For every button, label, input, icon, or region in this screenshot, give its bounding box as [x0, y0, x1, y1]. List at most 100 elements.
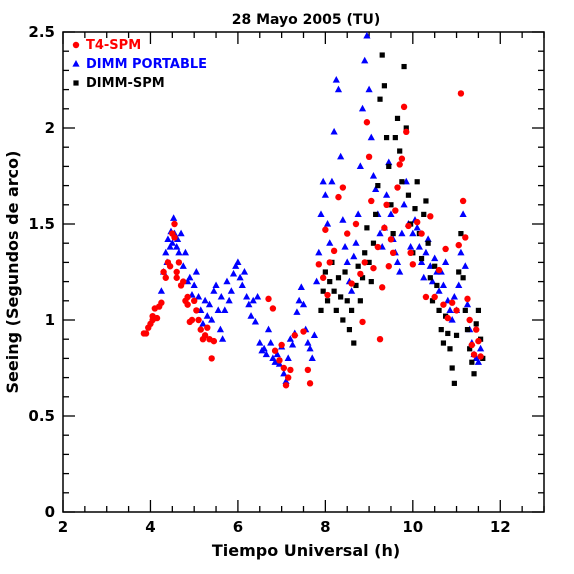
point-triangle	[341, 243, 349, 250]
point-circle	[188, 316, 196, 324]
point-square	[471, 371, 477, 377]
point-circle	[418, 230, 425, 237]
point-circle	[193, 307, 200, 314]
point-triangle	[179, 262, 187, 269]
y-tick-label: 0.5	[28, 407, 55, 425]
point-circle	[383, 201, 390, 208]
point-triangle	[450, 292, 458, 300]
point-circle	[442, 245, 449, 253]
point-triangle	[387, 210, 395, 217]
axis-tick-labels: 2 4 6 8 10 12 0 0.5 1 1.5 2 2.5	[28, 23, 510, 536]
point-circle	[265, 295, 272, 303]
point-circle	[304, 366, 312, 374]
legend-marker-circle	[72, 41, 80, 49]
point-triangle	[313, 277, 321, 285]
point-circle	[453, 307, 460, 314]
point-square	[394, 115, 401, 121]
point-square	[421, 211, 427, 217]
point-triangle	[243, 292, 251, 300]
point-circle	[394, 184, 401, 191]
point-circle	[459, 197, 467, 205]
point-triangle	[308, 354, 316, 361]
point-square	[414, 179, 420, 185]
point-triangle	[245, 300, 253, 308]
point-triangle	[339, 216, 347, 223]
point-triangle	[212, 281, 220, 289]
point-triangle	[304, 339, 312, 346]
point-square	[344, 298, 350, 304]
point-circle	[339, 184, 347, 191]
point-circle	[475, 337, 482, 345]
point-triangle	[365, 85, 373, 93]
point-square	[327, 279, 333, 285]
point-square	[425, 240, 431, 246]
point-circle	[171, 220, 178, 228]
point-square	[436, 307, 442, 313]
point-triangle	[323, 220, 332, 227]
point-square	[368, 279, 374, 285]
x-tick-label: 6	[233, 518, 243, 536]
point-circle	[201, 332, 209, 339]
point-triangle	[356, 162, 364, 169]
point-triangle	[315, 248, 323, 256]
point-triangle	[306, 344, 314, 352]
point-triangle	[219, 335, 227, 342]
point-circle	[405, 222, 412, 230]
point-triangle	[319, 177, 327, 185]
point-square	[401, 63, 407, 70]
point-triangle	[238, 281, 246, 289]
y-tick-label: 1.5	[28, 215, 55, 233]
point-circle	[473, 326, 480, 333]
point-triangle	[400, 200, 408, 208]
point-triangle	[262, 350, 270, 358]
point-triangle	[186, 273, 194, 281]
point-circle	[282, 382, 290, 389]
point-triangle	[358, 104, 367, 112]
point-square	[432, 263, 438, 269]
point-circle	[365, 153, 373, 160]
point-triangle	[463, 300, 472, 308]
point-circle	[431, 293, 438, 301]
point-circle	[287, 366, 294, 374]
point-square	[438, 327, 444, 333]
point-circle	[184, 293, 191, 301]
point-square	[331, 288, 337, 294]
point-triangle	[428, 277, 437, 285]
point-square	[324, 298, 331, 304]
x-axis-title: Tiempo Universal (h)	[212, 541, 400, 560]
point-triangle	[264, 325, 273, 333]
point-triangle	[361, 56, 369, 64]
point-square	[456, 269, 462, 275]
point-triangle	[310, 331, 319, 338]
point-circle	[385, 263, 392, 270]
data-points	[140, 31, 486, 389]
point-square	[390, 231, 396, 237]
point-square	[370, 240, 377, 246]
point-triangle	[288, 340, 297, 348]
chart-title: 28 Mayo 2005 (TU)	[232, 12, 380, 28]
point-triangle	[372, 185, 380, 193]
point-triangle	[217, 292, 225, 300]
point-circle	[162, 274, 169, 281]
point-circle	[210, 337, 218, 345]
point-circle	[348, 280, 355, 287]
point-triangle	[295, 296, 303, 304]
point-circle	[315, 261, 323, 268]
point-triangle	[409, 229, 417, 237]
point-circle	[142, 330, 150, 337]
point-triangle	[299, 300, 308, 308]
point-circle	[389, 249, 397, 256]
point-circle	[440, 301, 447, 308]
point-circle	[326, 259, 333, 266]
point-square	[412, 206, 418, 212]
point-triangle	[216, 325, 225, 333]
point-triangle	[267, 339, 275, 346]
point-triangle	[442, 258, 450, 265]
point-square	[434, 282, 440, 289]
point-triangle	[232, 262, 240, 269]
point-square	[346, 327, 353, 333]
point-triangle	[448, 316, 456, 323]
point-square	[429, 298, 436, 304]
point-circle	[444, 314, 451, 322]
point-triangle	[348, 287, 356, 294]
